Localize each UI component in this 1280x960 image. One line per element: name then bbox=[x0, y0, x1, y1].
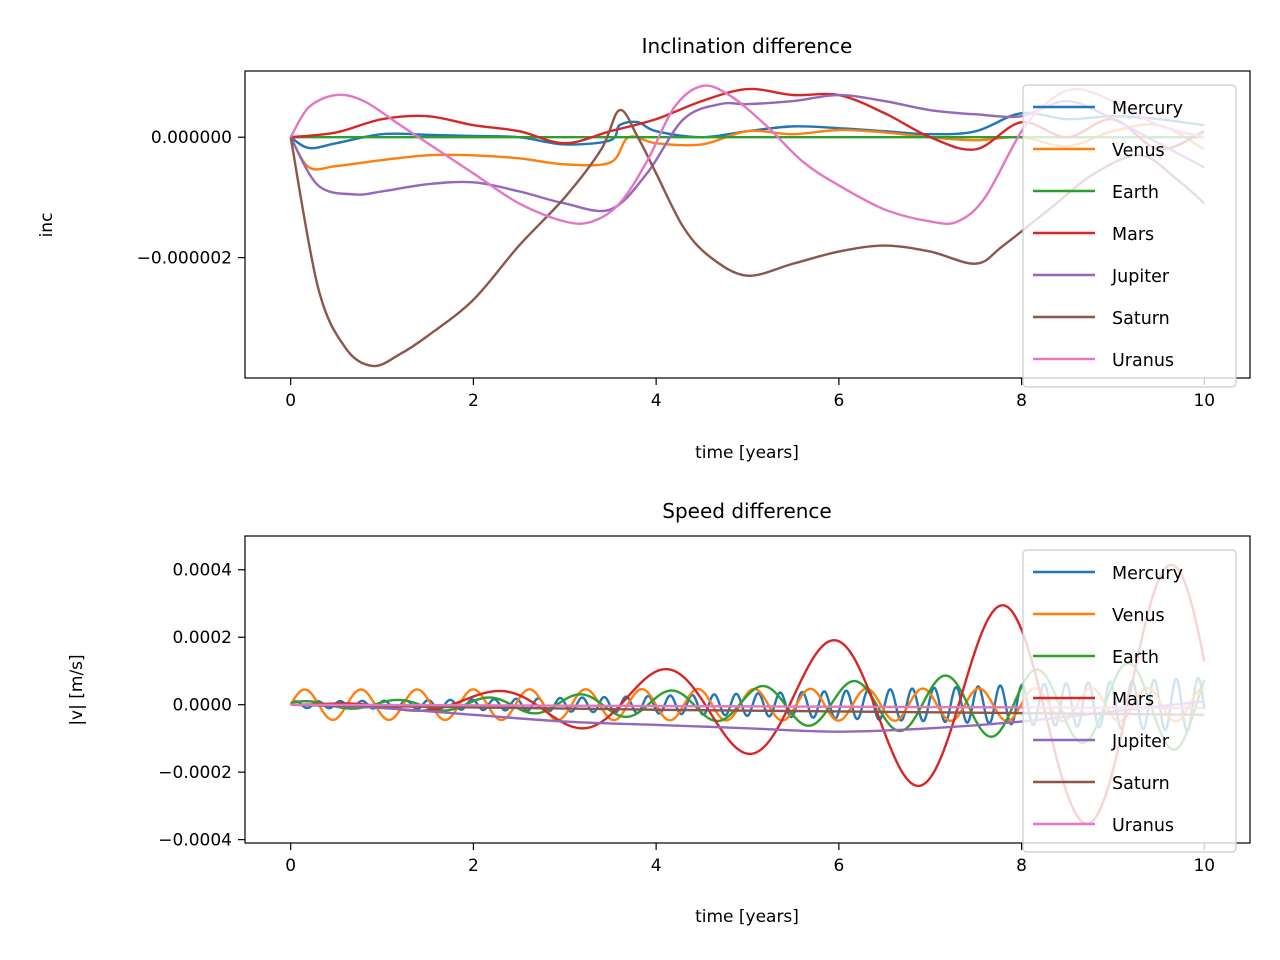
y-ticks: 0.000000 −0.000002 bbox=[137, 128, 245, 269]
legend-label: Saturn bbox=[1112, 309, 1170, 329]
legend-label: Earth bbox=[1112, 183, 1159, 203]
x-ticks: 0 2 4 6 8 10 bbox=[285, 843, 1215, 876]
x-tick-label: 10 bbox=[1193, 856, 1215, 876]
y-tick-label: 0.0004 bbox=[173, 561, 232, 581]
y-tick-label: −0.0004 bbox=[158, 831, 232, 851]
inclination-chart: Inclination difference time [years] inc … bbox=[37, 34, 1251, 463]
x-tick-label: 4 bbox=[651, 391, 662, 411]
x-tick-label: 6 bbox=[833, 856, 844, 876]
legend-label: Saturn bbox=[1112, 774, 1170, 794]
legend-label: Venus bbox=[1112, 606, 1165, 626]
plot-frame bbox=[244, 70, 1251, 379]
y-tick-label: −0.000002 bbox=[137, 249, 232, 269]
legend-label: Uranus bbox=[1112, 816, 1174, 836]
legend-label: Mars bbox=[1112, 225, 1154, 245]
x-tick-label: 4 bbox=[651, 856, 662, 876]
x-tick-label: 0 bbox=[285, 391, 296, 411]
x-tick-label: 6 bbox=[833, 391, 844, 411]
y-tick-label: 0.0002 bbox=[173, 628, 232, 648]
y-tick-label: 0.0000 bbox=[173, 696, 232, 716]
speed-chart: Speed difference time [years] |v| [m/s] … bbox=[67, 499, 1251, 927]
legend-label: Jupiter bbox=[1111, 732, 1170, 752]
y-axis-label: inc bbox=[37, 213, 57, 238]
legend: Mercury Venus Earth Mars Jupiter Saturn Uranus bbox=[1022, 549, 1237, 853]
legend-label: Earth bbox=[1112, 648, 1159, 668]
y-tick-label: 0.000000 bbox=[151, 128, 232, 148]
x-tick-label: 2 bbox=[468, 391, 479, 411]
x-tick-label: 10 bbox=[1193, 391, 1215, 411]
plot-frame bbox=[244, 535, 1251, 844]
x-tick-label: 0 bbox=[285, 856, 296, 876]
series-layer bbox=[289, 84, 1206, 368]
chart-title: Inclination difference bbox=[642, 34, 853, 58]
legend-label: Uranus bbox=[1112, 351, 1174, 371]
y-axis-label: |v| [m/s] bbox=[67, 654, 87, 725]
legend-label: Mercury bbox=[1112, 99, 1183, 119]
x-tick-label: 8 bbox=[1016, 391, 1027, 411]
legend-box bbox=[1022, 549, 1237, 853]
x-axis-label: time [years] bbox=[695, 907, 799, 927]
legend-label: Mars bbox=[1112, 690, 1154, 710]
x-axis-label: time [years] bbox=[695, 443, 799, 463]
x-tick-label: 2 bbox=[468, 856, 479, 876]
chart-title: Speed difference bbox=[662, 499, 831, 523]
legend: Mercury Venus Earth Mars Jupiter Saturn Uranus bbox=[1022, 84, 1237, 388]
legend-box bbox=[1022, 84, 1237, 388]
y-tick-label: −0.0002 bbox=[158, 763, 232, 783]
y-ticks: 0.0004 0.0002 0.0000 −0.0002 −0.0004 bbox=[158, 561, 245, 851]
legend-label: Venus bbox=[1112, 141, 1165, 161]
legend-label: Jupiter bbox=[1111, 267, 1170, 287]
legend-label: Mercury bbox=[1112, 564, 1183, 584]
x-tick-label: 8 bbox=[1016, 856, 1027, 876]
